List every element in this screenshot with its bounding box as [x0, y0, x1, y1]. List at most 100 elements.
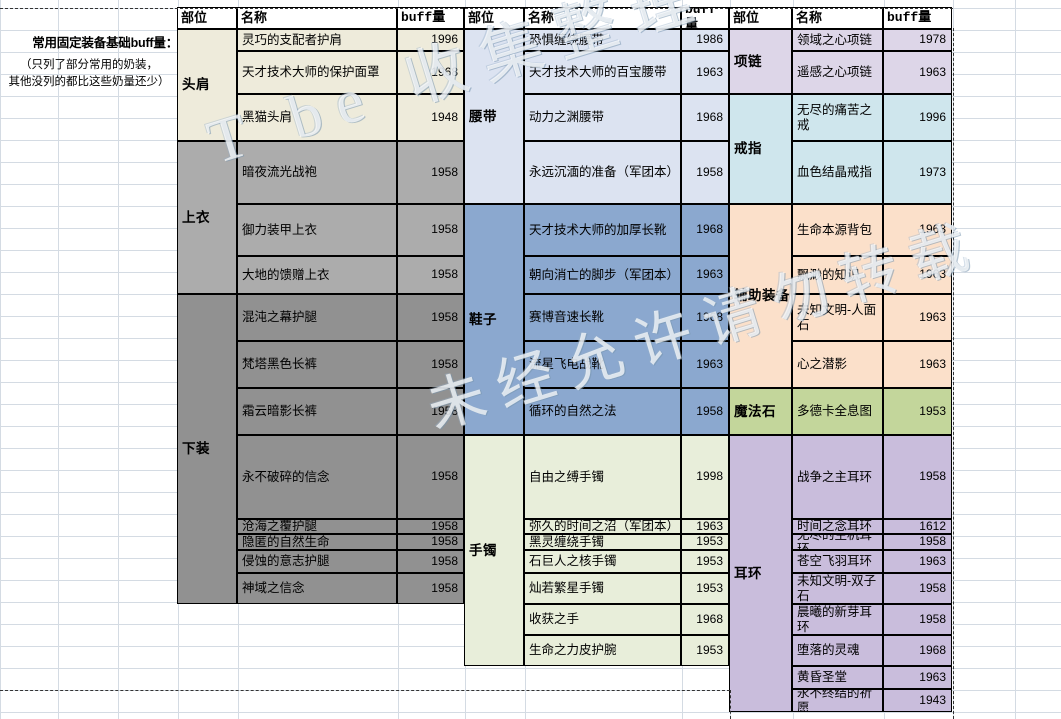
- item-name-cell: 战争之主耳环: [792, 435, 883, 519]
- item-buff-cell: 1968: [681, 204, 729, 256]
- item-buff-cell: 1953: [681, 550, 729, 573]
- column-header-slot-3: 部位: [729, 7, 792, 29]
- item-name-cell: 混沌之幕护腿: [237, 294, 397, 341]
- item-buff-cell: 1958: [397, 141, 464, 204]
- item-buff-cell: 1958: [397, 550, 464, 573]
- item-buff-cell: 1963: [681, 341, 729, 388]
- item-name-cell: 苍空飞羽耳环: [792, 550, 883, 573]
- item-name-cell: 灿若繁星手镯: [524, 573, 681, 604]
- item-buff-cell: 1968: [681, 94, 729, 141]
- item-buff-cell: 1998: [681, 435, 729, 519]
- item-buff-cell: 1953: [681, 534, 729, 550]
- item-buff-cell: 1958: [397, 435, 464, 519]
- item-buff-cell: 1963: [883, 294, 952, 341]
- item-buff-cell: 1958: [397, 388, 464, 435]
- slot-cell-上衣: 上衣: [177, 141, 237, 294]
- item-name-cell: 时间之念耳环: [792, 519, 883, 534]
- item-name-cell: 赛博音速长靴: [524, 294, 681, 341]
- note-subtitle-line-2: 其他没列的都比这些奶量还少）: [8, 75, 170, 88]
- item-buff-cell: 1968: [397, 51, 464, 94]
- item-buff-cell: 1958: [681, 388, 729, 435]
- item-name-cell: 多德卡全息图: [792, 388, 883, 435]
- slot-cell-耳环: 耳环: [729, 435, 792, 712]
- item-name-cell: 神域之信念: [237, 573, 397, 604]
- item-name-cell: 天才技术大师的百宝腰带: [524, 51, 681, 94]
- item-name-cell: 无尽的生机耳环: [792, 534, 883, 550]
- item-buff-cell: 1612: [883, 519, 952, 534]
- item-buff-cell: 1968: [883, 635, 952, 666]
- item-name-cell: 侵蚀的意志护腿: [237, 550, 397, 573]
- item-name-cell: 循环的自然之法: [524, 388, 681, 435]
- item-name-cell: 黑灵缠绕手镯: [524, 534, 681, 550]
- item-name-cell: 自由之缚手镯: [524, 435, 681, 519]
- slot-cell-手镯: 手镯: [464, 435, 524, 666]
- slot-cell-鞋子: 鞋子: [464, 204, 524, 435]
- item-name-cell: 隐匿的自然生命: [237, 534, 397, 550]
- item-name-cell: 天才技术大师的保护面罩: [237, 51, 397, 94]
- item-buff-cell: 1948: [397, 94, 464, 141]
- slot-cell-项链: 项链: [729, 29, 792, 94]
- item-buff-cell: 1953: [681, 573, 729, 604]
- item-buff-cell: 1973: [883, 141, 952, 204]
- item-buff-cell: 1958: [883, 435, 952, 519]
- item-name-cell: 堕落的灵魂: [792, 635, 883, 666]
- item-name-cell: 御力装甲上衣: [237, 204, 397, 256]
- item-buff-cell: 1958: [397, 294, 464, 341]
- item-buff-cell: 1958: [883, 573, 952, 604]
- item-name-cell: 大地的馈赠上衣: [237, 256, 397, 294]
- column-header-slot-2: 部位: [464, 7, 524, 29]
- item-buff-cell: 1963: [681, 51, 729, 94]
- item-name-cell: 领域之心项链: [792, 29, 883, 51]
- item-buff-cell: 1963: [681, 519, 729, 534]
- item-name-cell: 生命之力皮护腕: [524, 635, 681, 666]
- item-name-cell: 未知文明-双子石: [792, 573, 883, 604]
- slot-cell-魔法石: 魔法石: [729, 388, 792, 435]
- item-buff-cell: 1963: [883, 341, 952, 388]
- slot-cell-腰带: 腰带: [464, 29, 524, 204]
- column-header-buff-1: buff量: [397, 7, 464, 29]
- column-header-name-2: 名称: [524, 7, 681, 29]
- item-name-cell: 灵巧的支配者护肩: [237, 29, 397, 51]
- item-buff-cell: 1958: [397, 204, 464, 256]
- item-name-cell: 霜云暗影长裤: [237, 388, 397, 435]
- item-name-cell: 未知文明-人面石: [792, 294, 883, 341]
- item-buff-cell: 1963: [883, 550, 952, 573]
- item-buff-cell: 1953: [883, 388, 952, 435]
- item-name-cell: 天才技术大师的加厚长靴: [524, 204, 681, 256]
- item-name-cell: 动力之渊腰带: [524, 94, 681, 141]
- item-buff-cell: 1958: [681, 141, 729, 204]
- print-area-horizontal-guide: [0, 8, 953, 9]
- item-buff-cell: 1958: [883, 534, 952, 550]
- item-name-cell: 永不破碎的信念: [237, 435, 397, 519]
- item-buff-cell: 1978: [883, 29, 952, 51]
- note-subtitle: （只列了部分常用的奶装， 其他没列的都比这些奶量还少）: [0, 52, 178, 95]
- item-name-cell: 石巨人之核手镯: [524, 550, 681, 573]
- item-buff-cell: 1963: [883, 51, 952, 94]
- item-name-cell: 黑猫头肩: [237, 94, 397, 141]
- item-buff-cell: 1996: [397, 29, 464, 51]
- print-area-vertical-guide: [730, 690, 731, 719]
- item-name-cell: 恐惧缠绕腰带: [524, 29, 681, 51]
- item-name-cell: 永远沉湎的准备（军团本）: [524, 141, 681, 204]
- item-name-cell: 永不终结的祈愿: [792, 689, 883, 712]
- item-name-cell: 晨曦的新芽耳环: [792, 604, 883, 635]
- item-name-cell: 遥感之心项链: [792, 51, 883, 94]
- item-buff-cell: 1963: [883, 204, 952, 256]
- item-buff-cell: 1963: [681, 256, 729, 294]
- item-name-cell: 沧海之覆护腿: [237, 519, 397, 534]
- note-title: 常用固定装备基础buff量：: [32, 35, 178, 50]
- item-buff-cell: 1958: [397, 256, 464, 294]
- item-buff-cell: 1943: [883, 689, 952, 712]
- item-buff-cell: 1958: [397, 341, 464, 388]
- item-name-cell: 流星飞电战靴: [524, 341, 681, 388]
- item-buff-cell: 1996: [883, 94, 952, 141]
- item-name-cell: 黄昏圣堂: [792, 666, 883, 689]
- slot-cell-戒指: 戒指: [729, 94, 792, 204]
- item-buff-cell: 1958: [883, 604, 952, 635]
- print-area-horizontal-guide: [0, 690, 730, 691]
- item-name-cell: 心之潜影: [792, 341, 883, 388]
- item-name-cell: 生命本源背包: [792, 204, 883, 256]
- slot-cell-下装: 下装: [177, 294, 237, 604]
- column-header-buff-2: buff量: [681, 7, 729, 29]
